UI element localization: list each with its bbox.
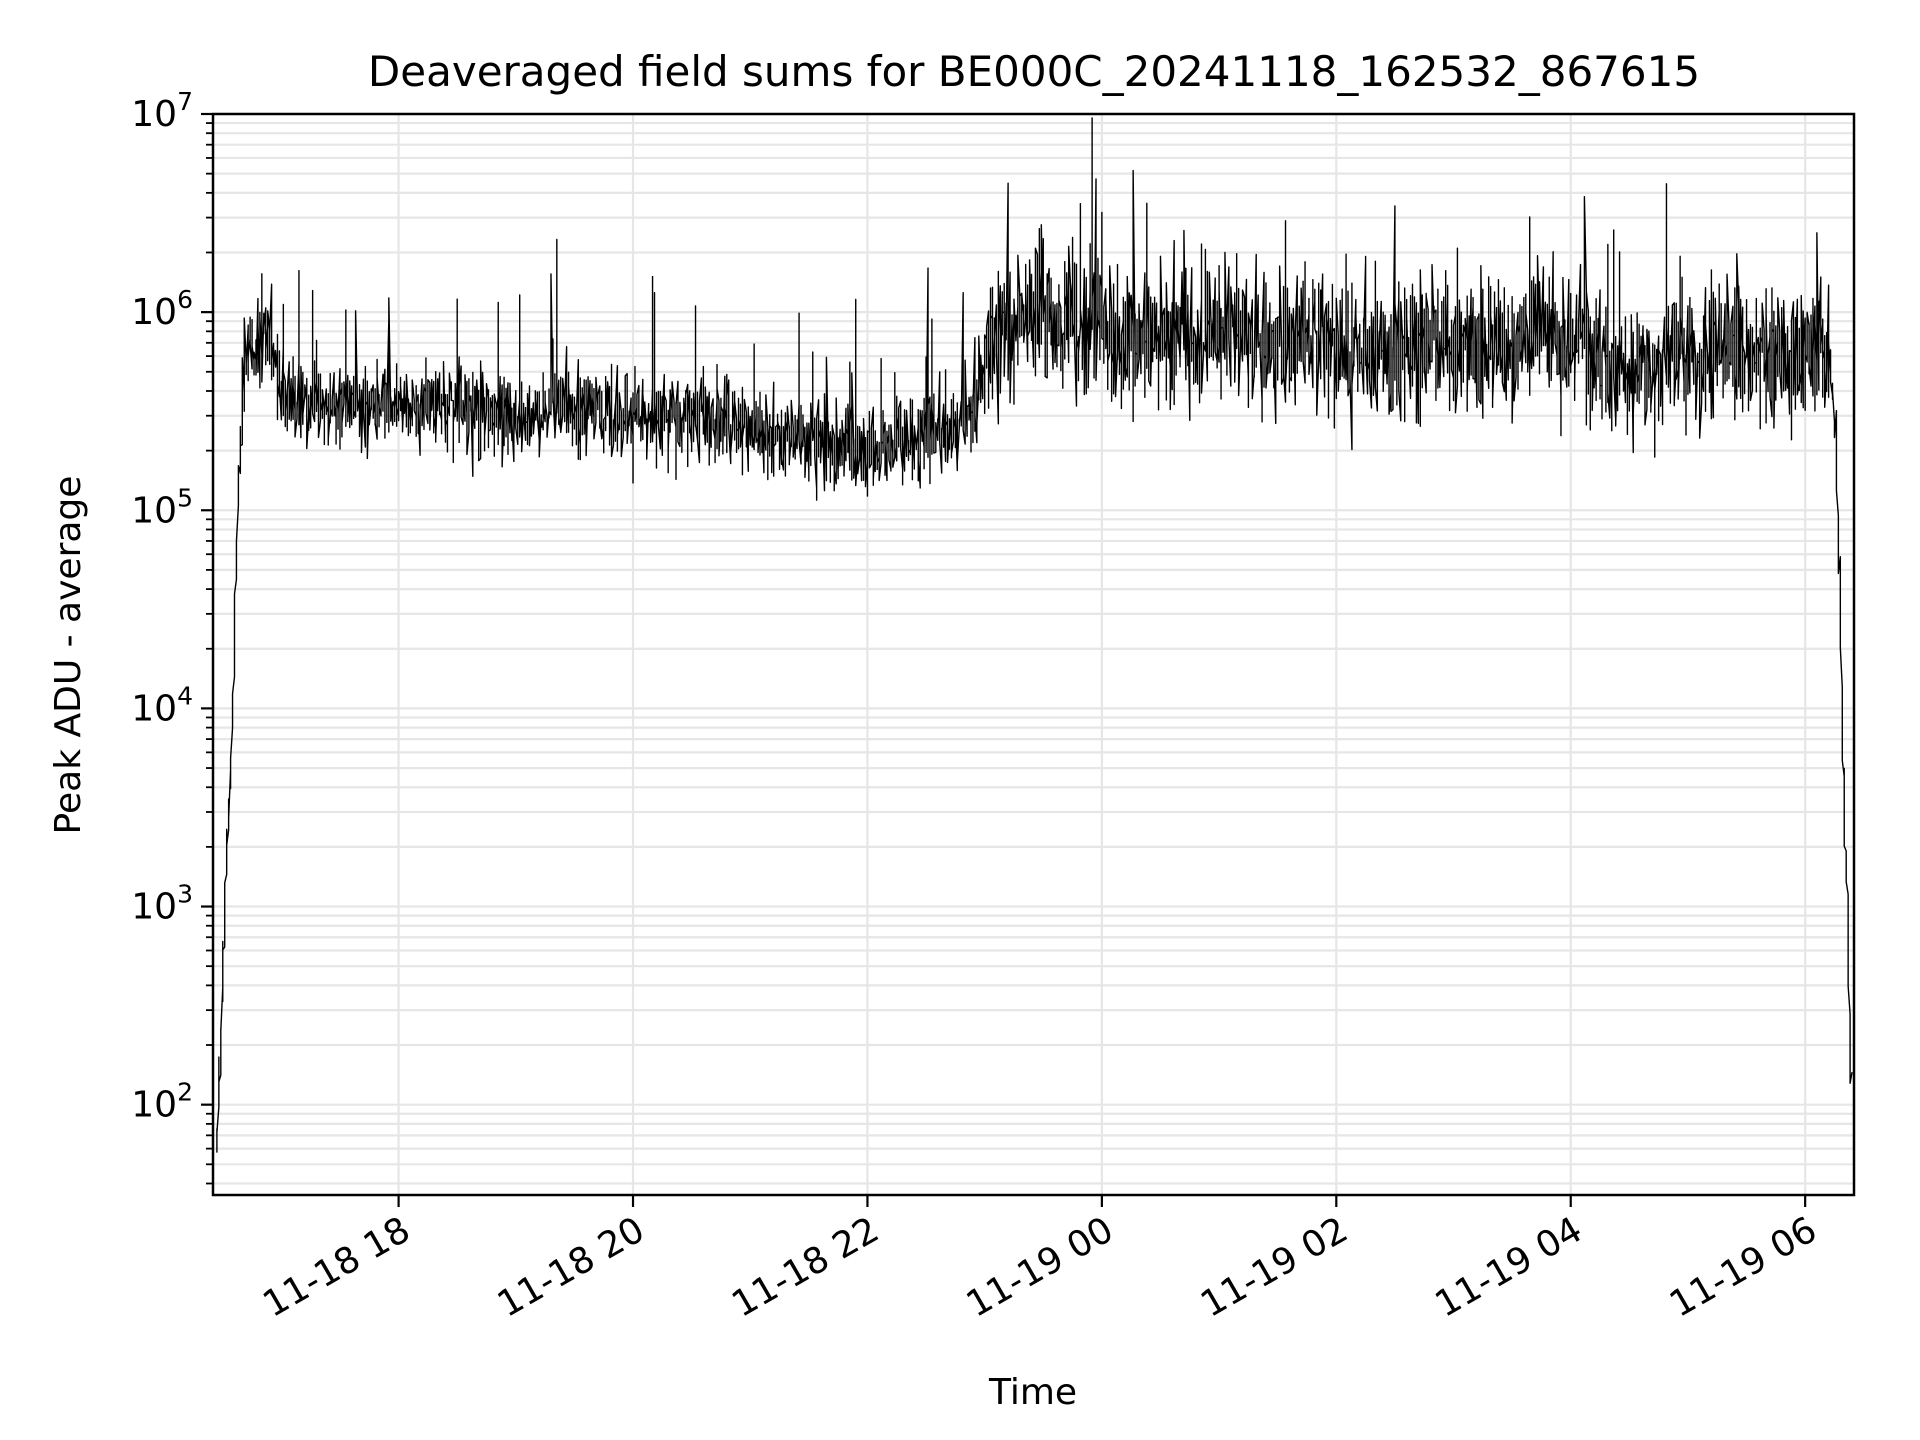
y-tick-label: 106 [131,285,193,333]
y-tick-base: 10 [131,688,177,729]
x-tick-label: 11-19 02 [1194,1209,1355,1325]
y-axis-label: Peak ADU - average [48,476,89,835]
x-tick-label: 11-19 06 [1663,1209,1824,1325]
y-tick-exponent: 2 [177,1078,193,1107]
chart-title: Deaveraged field sums for BE000C_2024111… [368,47,1700,96]
y-tick-label: 102 [131,1078,193,1126]
y-tick-base: 10 [131,887,177,928]
x-tick-label: 11-18 22 [725,1209,886,1325]
x-axis: 11-18 18 11-18 20 11-18 22 11-19 00 11-19 02… [256,1195,1824,1326]
series-group [216,117,1853,1153]
y-tick-base: 10 [131,94,177,135]
x-tick-label: 11-18 18 [256,1209,417,1325]
y-tick-exponent: 3 [177,880,193,909]
x-tick-label: 11-19 04 [1429,1209,1590,1325]
y-tick-label: 107 [131,87,193,135]
y-tick-label: 105 [131,483,193,531]
x-axis-label: Time [988,1372,1077,1413]
y-tick-exponent: 5 [177,483,193,512]
y-tick-base: 10 [131,292,177,333]
x-tick-label: 11-19 00 [960,1209,1121,1325]
y-tick-exponent: 6 [177,285,193,314]
y-tick-exponent: 7 [177,87,193,116]
y-tick-exponent: 4 [177,681,193,710]
y-tick-base: 10 [131,1085,177,1126]
series-line-0 [216,117,1853,1153]
y-tick-label: 103 [131,880,193,928]
y-tick-label: 104 [131,681,193,729]
y-tick-base: 10 [131,490,177,531]
x-tick-label: 11-18 20 [491,1209,652,1325]
plot-frame [211,112,1856,1197]
